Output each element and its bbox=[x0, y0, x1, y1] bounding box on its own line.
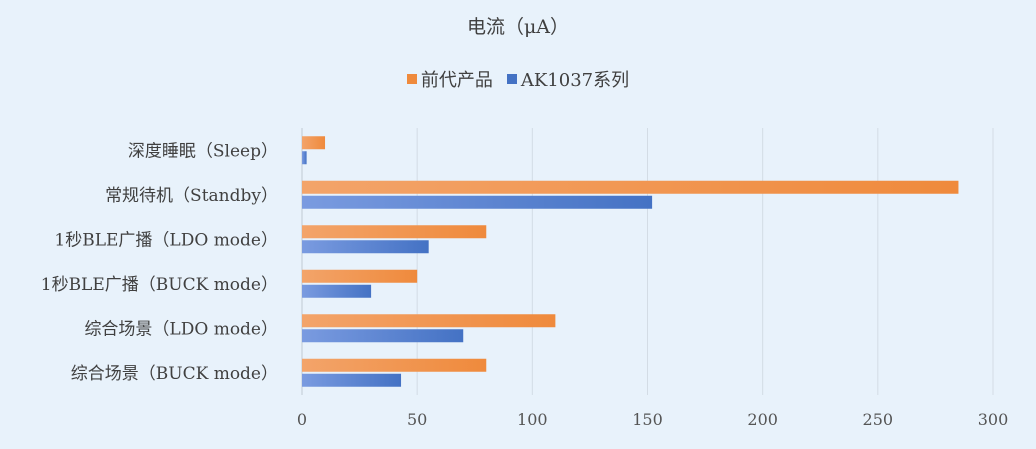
category-label-1: 常规待机（Standby） bbox=[105, 186, 278, 206]
legend-swatch-series-0 bbox=[406, 74, 417, 84]
bar-series-1-category-2 bbox=[302, 240, 429, 254]
bar-series-0-category-1 bbox=[302, 180, 959, 194]
chart-title: 电流（μA） bbox=[466, 16, 570, 38]
legend-label-series-1: AK1037系列 bbox=[520, 70, 630, 91]
legend-swatch-series-1 bbox=[506, 74, 517, 84]
x-tick-label-50: 50 bbox=[407, 410, 427, 429]
category-label-2: 1秒BLE广播（LDO mode） bbox=[54, 230, 278, 250]
bar-series-1-category-1 bbox=[302, 195, 653, 209]
x-tick-label-250: 250 bbox=[863, 410, 894, 429]
category-label-5: 综合场景（BUCK mode） bbox=[71, 364, 278, 384]
bar-series-0-category-4 bbox=[302, 314, 556, 328]
x-tick-label-300: 300 bbox=[978, 410, 1009, 429]
legend-label-series-0: 前代产品 bbox=[420, 70, 493, 91]
chart-legend: 前代产品 AK1037系列 bbox=[0, 66, 1036, 92]
bar-series-0-category-2 bbox=[302, 225, 487, 239]
bar-series-1-category-0 bbox=[302, 151, 307, 165]
legend-item-series-1: AK1037系列 bbox=[506, 66, 630, 92]
bar-series-0-category-3 bbox=[302, 269, 418, 283]
bar-series-0-category-0 bbox=[302, 136, 326, 150]
bar-series-1-category-4 bbox=[302, 329, 464, 343]
category-label-0: 深度睡眠（Sleep） bbox=[128, 141, 278, 161]
x-tick-label-150: 150 bbox=[632, 410, 663, 429]
category-label-4: 综合场景（LDO mode） bbox=[84, 319, 278, 339]
legend-item-series-0: 前代产品 bbox=[406, 66, 493, 92]
bar-series-0-category-5 bbox=[302, 358, 487, 372]
category-label-3: 1秒BLE广播（BUCK mode） bbox=[41, 275, 278, 295]
bar-series-1-category-5 bbox=[302, 373, 402, 387]
x-tick-label-0: 0 bbox=[297, 410, 307, 429]
x-tick-label-200: 200 bbox=[747, 410, 778, 429]
x-tick-label-100: 100 bbox=[517, 410, 548, 429]
bar-series-1-category-3 bbox=[302, 284, 372, 298]
